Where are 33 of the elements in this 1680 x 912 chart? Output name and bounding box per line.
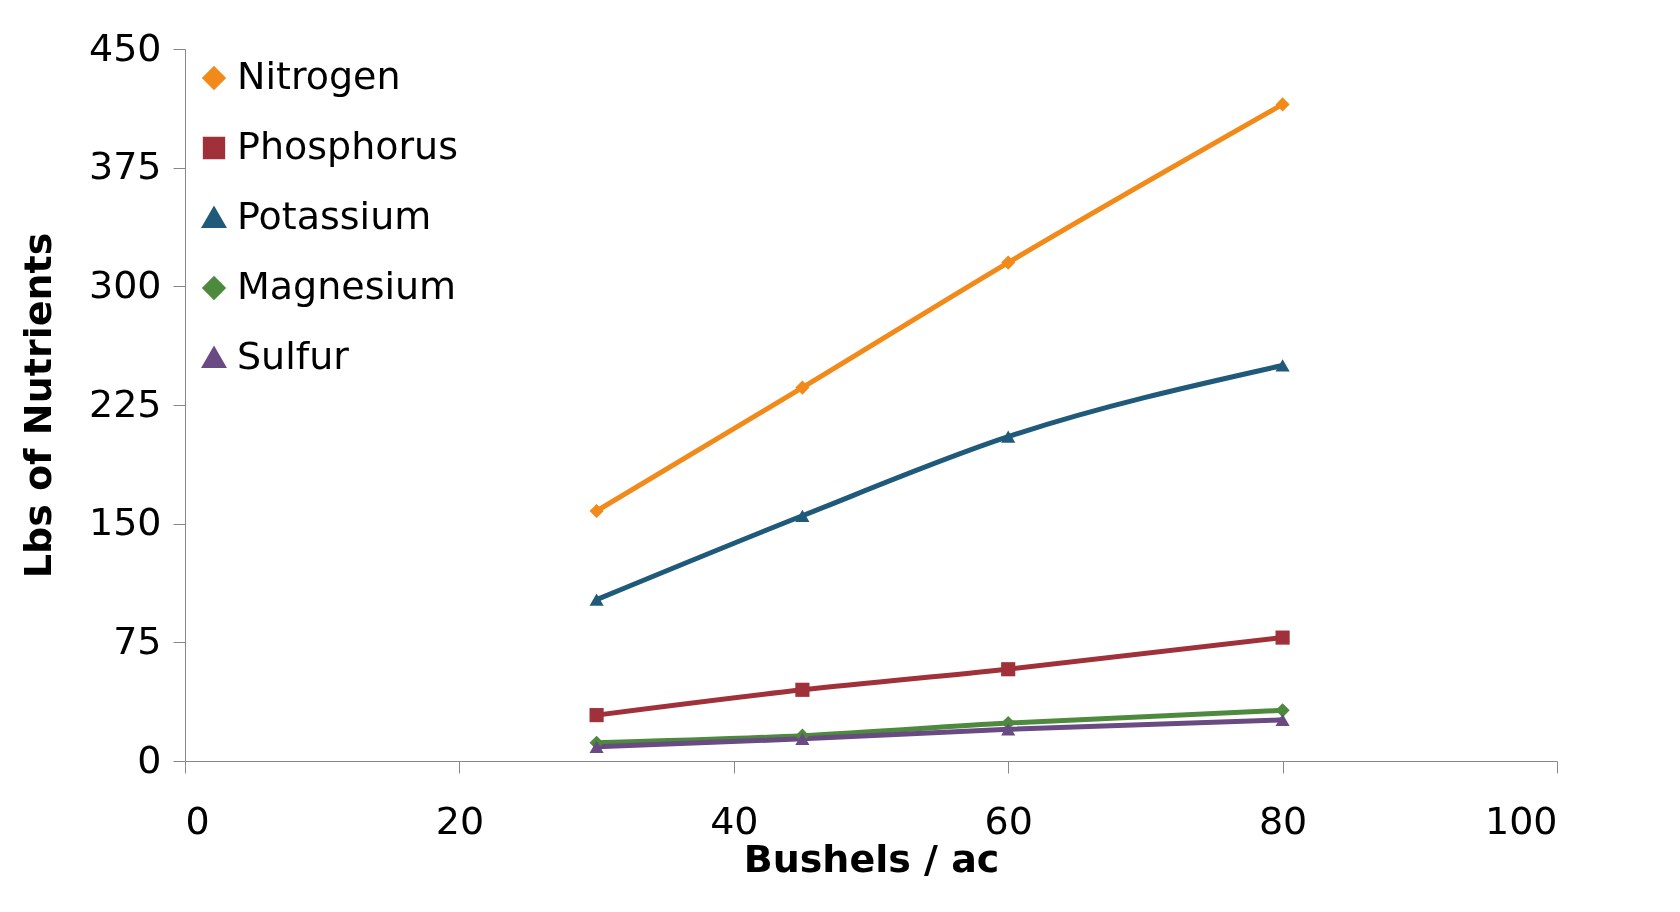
point <box>589 593 604 606</box>
legend-label: Potassium <box>237 194 432 238</box>
point <box>795 380 810 395</box>
point <box>1001 662 1016 677</box>
point <box>589 740 604 753</box>
y-tick-label: 300 <box>88 262 162 307</box>
legend-label: Sulfur <box>237 334 350 378</box>
point <box>795 732 810 745</box>
point <box>1275 713 1290 726</box>
y-tick-label: 150 <box>88 500 162 545</box>
point <box>1001 723 1016 736</box>
point <box>1275 359 1290 372</box>
x-tick-label: 100 <box>1484 798 1558 843</box>
x-tick-label: 20 <box>435 798 485 843</box>
point <box>1275 97 1290 112</box>
x-tick-label: 0 <box>185 798 210 843</box>
point <box>1275 630 1290 645</box>
y-tick-label: 225 <box>88 381 162 426</box>
legend-label: Phosphorus <box>237 124 459 168</box>
point <box>589 503 604 519</box>
legend-label: Nitrogen <box>237 54 401 98</box>
point <box>1001 430 1016 443</box>
y-axis-title: Lbs of Nutrients <box>15 232 60 579</box>
point <box>795 682 810 697</box>
point <box>795 509 810 522</box>
y-tick-label: 375 <box>88 144 162 189</box>
x-tick-label: 80 <box>1258 798 1308 843</box>
y-tick-label: 450 <box>88 25 162 70</box>
y-tick-label: 0 <box>137 737 162 782</box>
point <box>589 708 604 723</box>
point <box>1001 255 1016 270</box>
legend-label: Magnesium <box>237 264 457 308</box>
y-tick-label: 75 <box>113 618 162 663</box>
